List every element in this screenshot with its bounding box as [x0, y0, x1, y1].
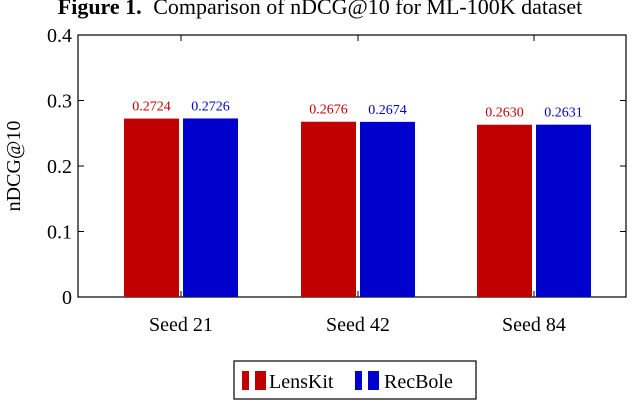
bar-recbole: [183, 118, 238, 298]
y-tick-label: 0: [62, 287, 72, 309]
data-label: 0.2674: [368, 103, 407, 118]
legend: LensKit RecBole: [233, 360, 477, 400]
x-tick-label: Seed 84: [502, 314, 566, 336]
x-tick-label: Seed 21: [149, 314, 213, 336]
data-label: 0.2724: [132, 100, 171, 115]
legend-swatch-lenskit-a: [242, 371, 249, 390]
x-tick-label: Seed 42: [326, 314, 390, 336]
legend-swatch-lenskit-b: [255, 371, 266, 390]
bar-lenskit: [301, 121, 356, 297]
bar-lenskit: [477, 124, 532, 297]
legend-label-lenskit: LensKit: [269, 371, 334, 393]
y-axis-title: nDCG@10: [3, 121, 25, 212]
y-tick-label: 0.4: [47, 25, 72, 47]
legend-label-recbole: RecBole: [384, 371, 453, 393]
data-label: 0.2676: [309, 103, 348, 118]
y-tick-label: 0.3: [47, 91, 72, 113]
data-label: 0.2726: [191, 99, 230, 114]
figure-label: Figure 1.: [58, 0, 142, 19]
legend-swatch-recbole-a: [355, 371, 362, 390]
bar-recbole: [360, 121, 415, 297]
chart-title: Figure 1. Comparison of nDCG@10 for ML-1…: [58, 0, 582, 19]
y-tick-label: 0.2: [47, 156, 72, 178]
data-label: 0.2631: [544, 106, 583, 121]
plot-area: 0 0.1 0.2 0.3 0.4 Seed 21 0.2724 0.2726 Seed 42 0…: [47, 25, 627, 336]
bar-lenskit: [124, 118, 179, 297]
y-tick-label: 0.1: [47, 222, 72, 244]
bar-recbole: [536, 124, 591, 298]
legend-swatch-recbole-b: [368, 371, 379, 390]
data-label: 0.2630: [485, 106, 524, 121]
figure-caption: Comparison of nDCG@10 for ML-100K datase…: [153, 0, 582, 19]
